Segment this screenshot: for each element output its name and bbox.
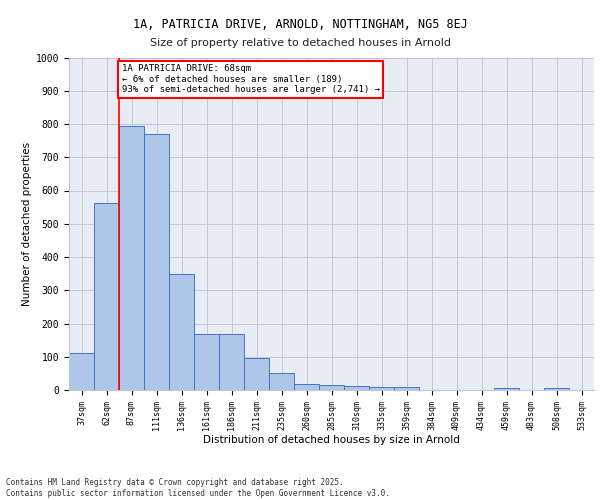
Bar <box>119 126 144 390</box>
Bar <box>94 203 119 390</box>
Text: Contains HM Land Registry data © Crown copyright and database right 2025.
Contai: Contains HM Land Registry data © Crown c… <box>6 478 390 498</box>
Bar <box>319 386 344 390</box>
Y-axis label: Number of detached properties: Number of detached properties <box>22 142 32 306</box>
Bar <box>144 134 169 390</box>
Bar <box>244 358 269 390</box>
X-axis label: Distribution of detached houses by size in Arnold: Distribution of detached houses by size … <box>203 436 460 446</box>
Bar <box>344 386 369 390</box>
Text: Size of property relative to detached houses in Arnold: Size of property relative to detached ho… <box>149 38 451 48</box>
Bar <box>219 334 244 390</box>
Bar <box>544 388 569 390</box>
Bar <box>494 388 519 390</box>
Bar <box>69 353 94 390</box>
Bar <box>369 386 394 390</box>
Text: 1A, PATRICIA DRIVE, ARNOLD, NOTTINGHAM, NG5 8EJ: 1A, PATRICIA DRIVE, ARNOLD, NOTTINGHAM, … <box>133 18 467 30</box>
Bar <box>269 372 294 390</box>
Text: 1A PATRICIA DRIVE: 68sqm
← 6% of detached houses are smaller (189)
93% of semi-d: 1A PATRICIA DRIVE: 68sqm ← 6% of detache… <box>121 64 380 94</box>
Bar <box>194 334 219 390</box>
Bar <box>394 386 419 390</box>
Bar <box>169 274 194 390</box>
Bar <box>294 384 319 390</box>
